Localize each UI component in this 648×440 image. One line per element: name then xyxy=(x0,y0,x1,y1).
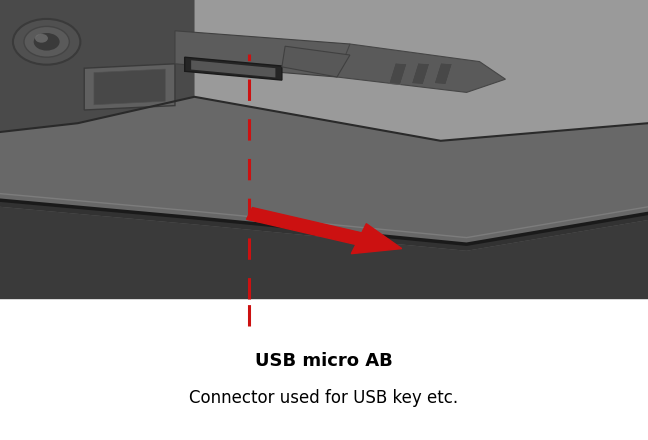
Circle shape xyxy=(13,19,80,65)
Polygon shape xyxy=(389,63,407,84)
Circle shape xyxy=(35,34,48,43)
Text: USB micro AB: USB micro AB xyxy=(255,352,393,370)
Polygon shape xyxy=(0,200,648,251)
Bar xyxy=(0,0,648,299)
Polygon shape xyxy=(0,97,648,251)
Polygon shape xyxy=(191,60,275,77)
Circle shape xyxy=(34,33,60,51)
Polygon shape xyxy=(94,69,165,105)
Polygon shape xyxy=(0,0,194,132)
Bar xyxy=(0,299,648,440)
Polygon shape xyxy=(434,63,452,84)
FancyArrow shape xyxy=(246,208,402,254)
Polygon shape xyxy=(282,46,350,77)
Circle shape xyxy=(24,26,69,57)
Polygon shape xyxy=(84,64,175,110)
Polygon shape xyxy=(0,207,648,299)
Polygon shape xyxy=(337,44,505,92)
Polygon shape xyxy=(175,31,350,77)
Polygon shape xyxy=(194,0,648,141)
Polygon shape xyxy=(185,57,282,80)
Polygon shape xyxy=(411,63,430,84)
Text: Connector used for USB key etc.: Connector used for USB key etc. xyxy=(189,389,459,407)
